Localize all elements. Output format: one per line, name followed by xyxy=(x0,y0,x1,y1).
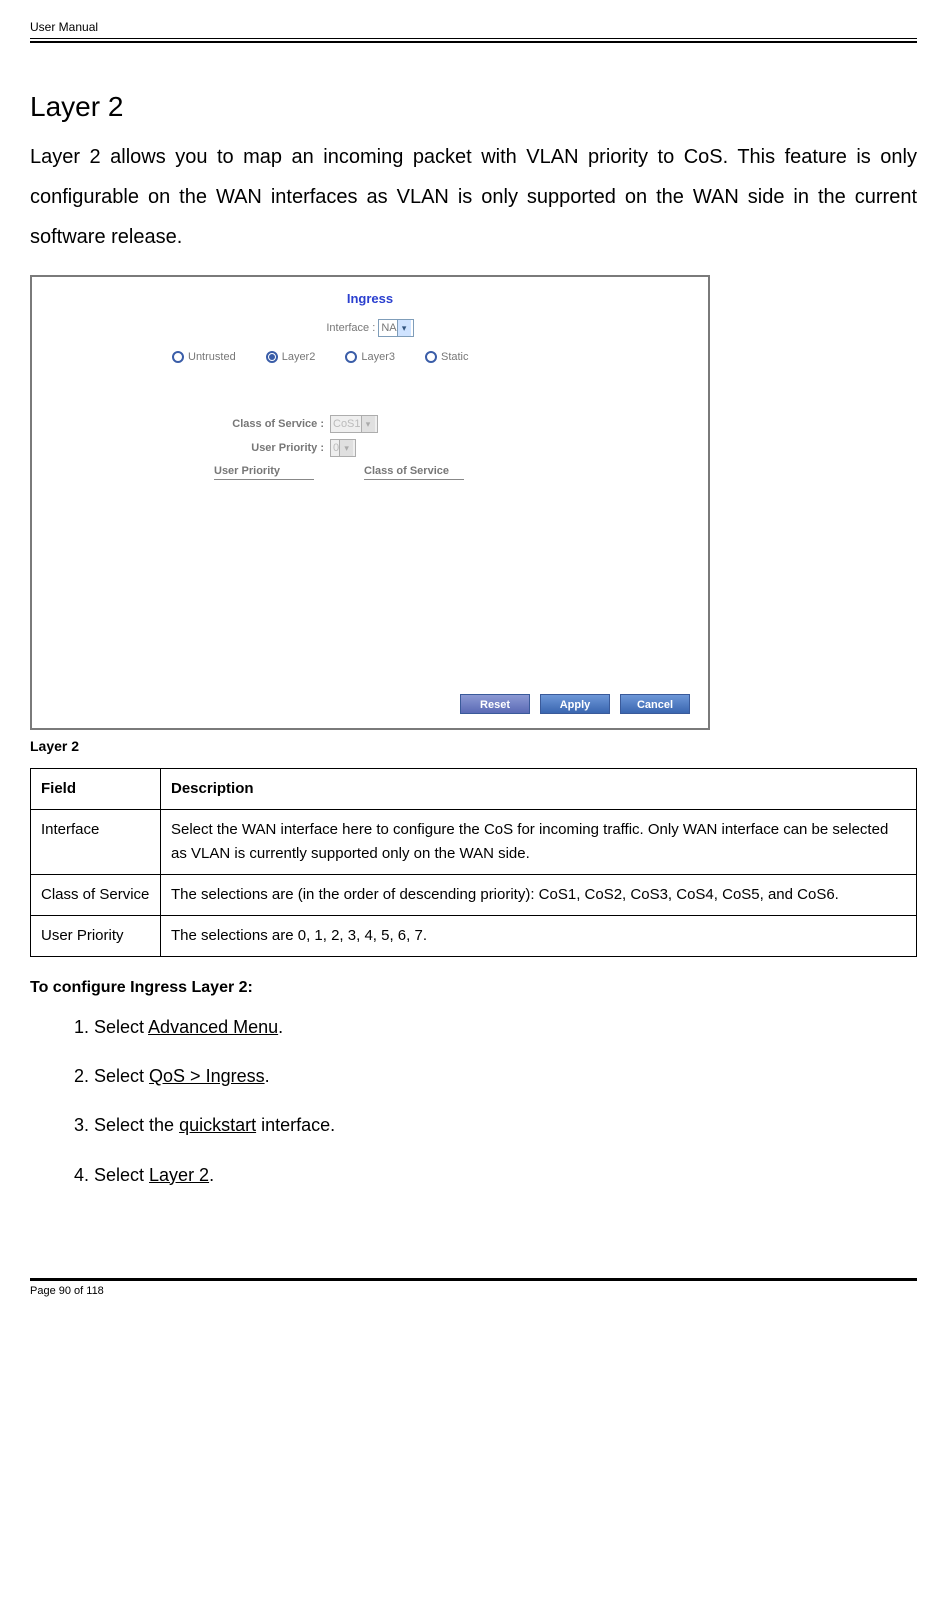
field-description-table: Field Description Interface Select the W… xyxy=(30,768,917,957)
radio-icon xyxy=(345,351,357,363)
col-class-of-service: Class of Service xyxy=(364,465,464,480)
apply-button[interactable]: Apply xyxy=(540,694,610,714)
table-row: Interface Select the WAN interface here … xyxy=(31,810,917,875)
page-number: Page 90 of 118 xyxy=(30,1285,917,1297)
cos-label: Class of Service : xyxy=(214,418,324,430)
step-link: Advanced Menu xyxy=(148,1017,278,1037)
radio-icon xyxy=(425,351,437,363)
step-link: quickstart xyxy=(179,1115,256,1135)
radio-layer3-label: Layer3 xyxy=(361,351,395,363)
chevron-down-icon: ▾ xyxy=(397,320,411,336)
radio-untrusted[interactable]: Untrusted xyxy=(172,351,236,363)
step-text: Select xyxy=(94,1066,149,1086)
step-link: QoS > Ingress xyxy=(149,1066,265,1086)
step-text: interface. xyxy=(256,1115,335,1135)
ingress-title: Ingress xyxy=(32,291,708,306)
cell-desc: The selections are (in the order of desc… xyxy=(161,875,917,916)
radio-static[interactable]: Static xyxy=(425,351,469,363)
chevron-down-icon: ▾ xyxy=(339,440,353,456)
page-footer: Page 90 of 118 xyxy=(30,1278,917,1297)
radio-layer3[interactable]: Layer3 xyxy=(345,351,395,363)
steps-list: Select Advanced Menu. Select QoS > Ingre… xyxy=(30,1015,917,1188)
interface-value: NA xyxy=(381,322,396,334)
interface-select[interactable]: NA▾ xyxy=(378,319,413,337)
header-rule-thick xyxy=(30,41,917,43)
reset-button[interactable]: Reset xyxy=(460,694,530,714)
ingress-screenshot: Ingress Interface : NA▾ Untrusted Layer2… xyxy=(30,275,710,730)
cell-desc: The selections are 0, 1, 2, 3, 4, 5, 6, … xyxy=(161,916,917,957)
interface-row: Interface : NA▾ xyxy=(32,319,708,337)
step-link: Layer 2 xyxy=(149,1165,209,1185)
step-text: Select xyxy=(94,1165,149,1185)
step-text: . xyxy=(265,1066,270,1086)
step-text: Select the xyxy=(94,1115,179,1135)
header-rule-thin xyxy=(30,38,917,39)
figure-caption: Layer 2 xyxy=(30,738,917,754)
cos-select[interactable]: CoS1▾ xyxy=(330,415,378,433)
th-field: Field xyxy=(31,769,161,810)
table-row: Class of Service The selections are (in … xyxy=(31,875,917,916)
chevron-down-icon: ▾ xyxy=(361,416,375,432)
cell-field: Interface xyxy=(31,810,161,875)
th-description: Description xyxy=(161,769,917,810)
radio-static-label: Static xyxy=(441,351,469,363)
step-text: . xyxy=(278,1017,283,1037)
user-priority-select[interactable]: 0▾ xyxy=(330,439,356,457)
cell-field: User Priority xyxy=(31,916,161,957)
user-priority-label: User Priority : xyxy=(214,442,324,454)
cell-desc: Select the WAN interface here to configu… xyxy=(161,810,917,875)
section-title: Layer 2 xyxy=(30,91,917,123)
step-2: Select QoS > Ingress. xyxy=(94,1064,917,1089)
cos-value: CoS1 xyxy=(333,418,361,430)
mode-radio-group: Untrusted Layer2 Layer3 Static xyxy=(172,351,469,363)
col-user-priority: User Priority xyxy=(214,465,314,480)
footer-rule-thin xyxy=(30,1280,917,1281)
radio-icon xyxy=(266,351,278,363)
interface-label: Interface : xyxy=(326,322,375,334)
radio-untrusted-label: Untrusted xyxy=(188,351,236,363)
radio-layer2-label: Layer2 xyxy=(282,351,316,363)
doc-header: User Manual xyxy=(30,20,917,38)
step-text: . xyxy=(209,1165,214,1185)
radio-icon xyxy=(172,351,184,363)
step-3: Select the quickstart interface. xyxy=(94,1113,917,1138)
cancel-button[interactable]: Cancel xyxy=(620,694,690,714)
cell-field: Class of Service xyxy=(31,875,161,916)
step-text: Select xyxy=(94,1017,148,1037)
table-row: User Priority The selections are 0, 1, 2… xyxy=(31,916,917,957)
step-4: Select Layer 2. xyxy=(94,1163,917,1188)
radio-layer2[interactable]: Layer2 xyxy=(266,351,316,363)
steps-heading: To configure Ingress Layer 2: xyxy=(30,979,917,997)
step-1: Select Advanced Menu. xyxy=(94,1015,917,1040)
section-intro: Layer 2 allows you to map an incoming pa… xyxy=(30,137,917,257)
